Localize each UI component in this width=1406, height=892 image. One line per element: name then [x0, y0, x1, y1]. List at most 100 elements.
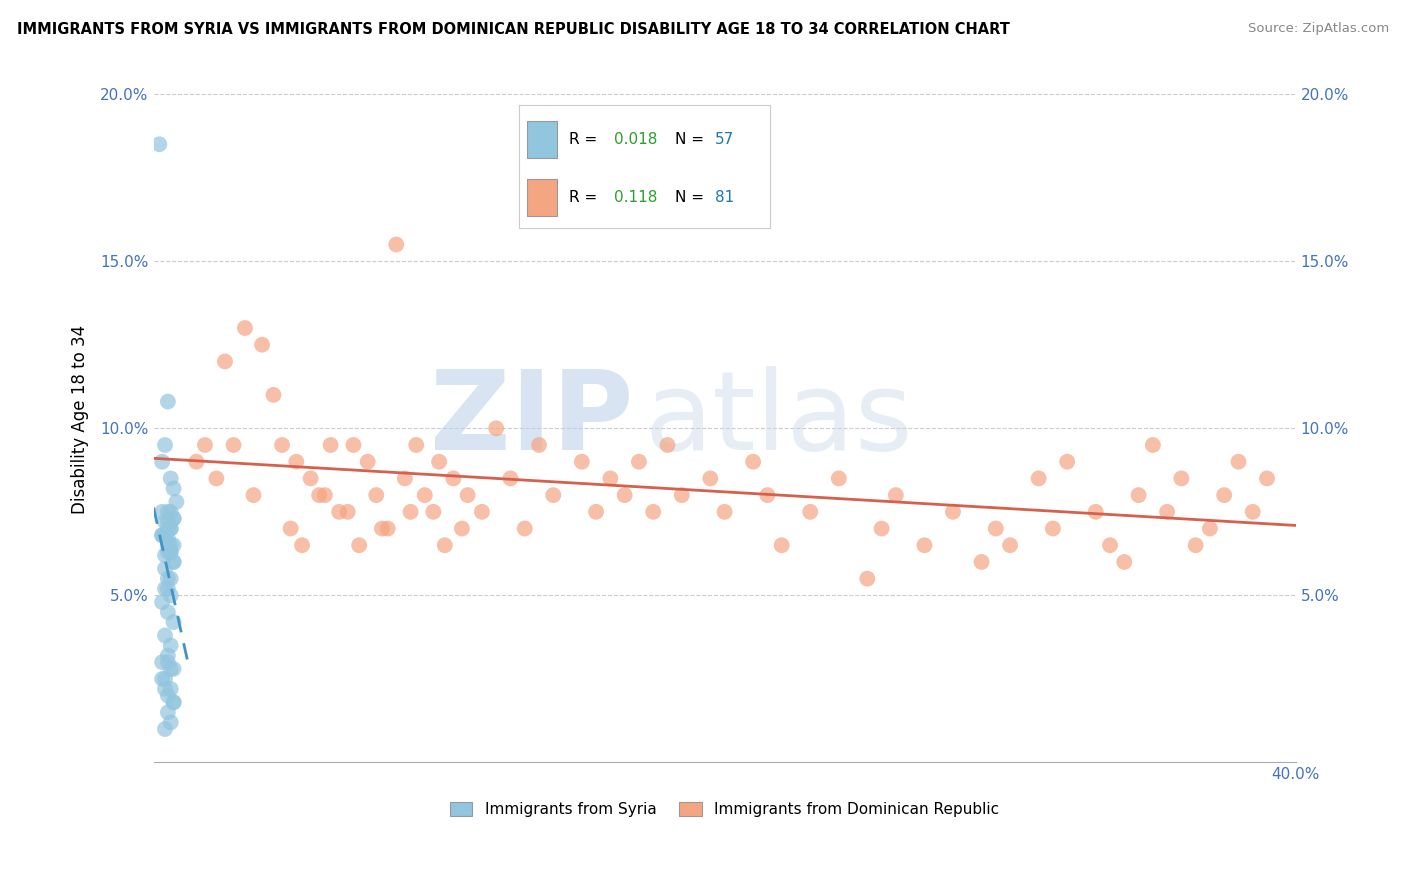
- Point: [150, 655, 173, 669]
- Point: [571, 455, 593, 469]
- Point: [159, 639, 181, 653]
- Point: [513, 522, 536, 536]
- Point: [357, 455, 380, 469]
- Point: [162, 695, 184, 709]
- Point: [242, 488, 264, 502]
- Point: [756, 488, 779, 502]
- Point: [912, 538, 935, 552]
- Point: [291, 538, 314, 552]
- Point: [159, 545, 181, 559]
- Point: [153, 628, 176, 642]
- Point: [1170, 471, 1192, 485]
- Point: [942, 505, 965, 519]
- Point: [150, 455, 173, 469]
- Point: [314, 488, 336, 502]
- Text: atlas: atlas: [644, 367, 912, 474]
- Point: [485, 421, 508, 435]
- Point: [162, 538, 184, 552]
- Point: [1241, 505, 1264, 519]
- Point: [713, 505, 735, 519]
- Point: [159, 505, 181, 519]
- Point: [159, 588, 181, 602]
- Point: [148, 137, 170, 152]
- Point: [205, 471, 228, 485]
- Point: [159, 522, 181, 536]
- Point: [159, 471, 181, 485]
- Point: [1213, 488, 1236, 502]
- Point: [643, 505, 665, 519]
- Point: [699, 471, 721, 485]
- Point: [153, 681, 176, 696]
- Point: [156, 538, 179, 552]
- Point: [527, 438, 550, 452]
- Point: [585, 505, 607, 519]
- Point: [156, 394, 179, 409]
- Point: [1084, 505, 1107, 519]
- Point: [159, 538, 181, 552]
- Point: [308, 488, 330, 502]
- Point: [162, 511, 184, 525]
- Point: [214, 354, 236, 368]
- Text: ZIP: ZIP: [430, 367, 633, 474]
- Point: [153, 561, 176, 575]
- Point: [162, 555, 184, 569]
- Point: [970, 555, 993, 569]
- Point: [250, 337, 273, 351]
- Point: [394, 471, 416, 485]
- Point: [153, 548, 176, 562]
- Point: [162, 695, 184, 709]
- Point: [457, 488, 479, 502]
- Point: [162, 482, 184, 496]
- Point: [336, 505, 359, 519]
- Point: [162, 615, 184, 629]
- Point: [377, 522, 399, 536]
- Point: [1199, 522, 1222, 536]
- Point: [153, 515, 176, 529]
- Point: [159, 662, 181, 676]
- Point: [280, 522, 302, 536]
- Point: [159, 681, 181, 696]
- Point: [870, 522, 893, 536]
- Point: [1028, 471, 1050, 485]
- Point: [884, 488, 907, 502]
- Point: [627, 455, 650, 469]
- Point: [998, 538, 1021, 552]
- Point: [153, 438, 176, 452]
- Point: [342, 438, 364, 452]
- Point: [153, 528, 176, 542]
- Point: [1098, 538, 1121, 552]
- Point: [1056, 455, 1078, 469]
- Point: [799, 505, 821, 519]
- Point: [156, 532, 179, 546]
- Point: [153, 722, 176, 736]
- Point: [186, 455, 208, 469]
- Point: [1114, 555, 1136, 569]
- Point: [742, 455, 765, 469]
- Point: [271, 438, 294, 452]
- Point: [156, 545, 179, 559]
- Point: [156, 706, 179, 720]
- Point: [156, 505, 179, 519]
- Point: [328, 505, 350, 519]
- Point: [451, 522, 474, 536]
- Legend: Immigrants from Syria, Immigrants from Dominican Republic: Immigrants from Syria, Immigrants from D…: [443, 796, 1005, 823]
- Point: [159, 545, 181, 559]
- Point: [399, 505, 422, 519]
- Point: [159, 715, 181, 730]
- Point: [1156, 505, 1178, 519]
- Point: [153, 672, 176, 686]
- Point: [150, 672, 173, 686]
- Point: [299, 471, 322, 485]
- Point: [433, 538, 456, 552]
- Point: [599, 471, 621, 485]
- Point: [159, 522, 181, 536]
- Point: [156, 655, 179, 669]
- Point: [156, 648, 179, 663]
- Point: [156, 572, 179, 586]
- Point: [543, 488, 565, 502]
- Point: [366, 488, 388, 502]
- Point: [222, 438, 245, 452]
- Point: [156, 689, 179, 703]
- Point: [156, 582, 179, 596]
- Point: [657, 438, 679, 452]
